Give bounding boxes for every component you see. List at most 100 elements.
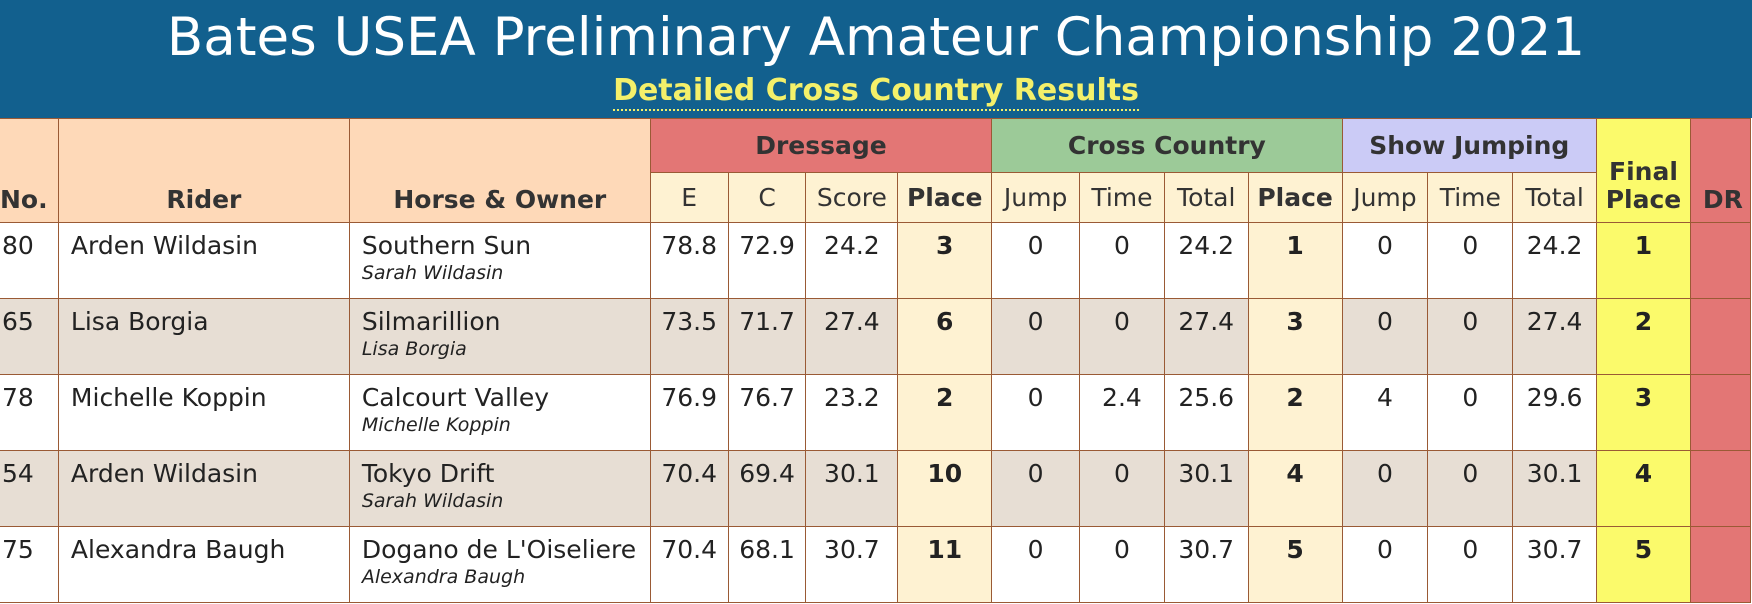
cell-horse-owner: Silmarillion Lisa Borgia — [348, 298, 651, 375]
cell-final-place: 3 — [1596, 374, 1691, 451]
cell-xc-jump: 0 — [991, 222, 1081, 299]
cell-xc-total: 30.1 — [1163, 450, 1249, 527]
cell-sj-jump: 4 — [1341, 374, 1429, 451]
col-header-horse-owner: Horse & Owner — [348, 118, 651, 223]
cell-dr — [1689, 526, 1752, 603]
results-table: No. Rider Horse & Owner Dressage Cross C… — [0, 118, 1752, 603]
cell-sj-jump: 0 — [1341, 450, 1429, 527]
subtitle-link[interactable]: Detailed Cross Country Results — [613, 73, 1139, 111]
col-header-dr: DR — [1689, 118, 1752, 223]
cell-dressage-score: 27.4 — [805, 298, 899, 375]
owner-name: Michelle Koppin — [361, 414, 511, 436]
cell-final-place: 4 — [1596, 450, 1691, 527]
col-header-rider: Rider — [57, 118, 350, 223]
cell-dressage-e: 78.8 — [649, 222, 729, 299]
cell-sj-total: 30.7 — [1512, 526, 1598, 603]
cell-dressage-e: 70.4 — [649, 450, 729, 527]
horse-name: Calcourt Valley — [361, 383, 550, 412]
cell-no: 78 — [0, 374, 59, 451]
cell-dressage-place: 11 — [897, 526, 993, 603]
cell-sj-time: 0 — [1427, 222, 1514, 299]
cell-sj-total: 24.2 — [1512, 222, 1598, 299]
col-header-xc-place: Place — [1247, 172, 1343, 223]
cell-no: 75 — [0, 526, 59, 603]
cell-xc-time: 2.4 — [1079, 374, 1165, 451]
cell-xc-time: 0 — [1079, 298, 1165, 375]
cell-horse-owner: Tokyo Drift Sarah Wildasin — [348, 450, 651, 527]
cell-dressage-c: 71.7 — [727, 298, 807, 375]
page-title: Bates USEA Preliminary Amateur Champions… — [166, 7, 1586, 68]
table-row: 78 Michelle Koppin Calcourt Valley Michel… — [0, 374, 1752, 451]
cell-dressage-place: 3 — [897, 222, 993, 299]
table-row: 65 Lisa Borgia Silmarillion Lisa Borgia 7… — [0, 298, 1752, 375]
cell-no: 80 — [0, 222, 59, 299]
horse-name: Southern Sun — [361, 231, 532, 260]
cell-sj-time: 0 — [1427, 298, 1514, 375]
col-header-dressage-score: Score — [805, 172, 899, 223]
cell-xc-jump: 0 — [991, 526, 1081, 603]
cell-dressage-place: 2 — [897, 374, 993, 451]
page-subtitle[interactable]: Detailed Cross Country Results — [0, 72, 1752, 111]
cell-rider: Lisa Borgia — [57, 298, 350, 375]
cell-dressage-e: 73.5 — [649, 298, 729, 375]
cell-sj-time: 0 — [1427, 526, 1514, 603]
owner-name: Alexandra Baugh — [361, 566, 526, 588]
horse-name: Dogano de L'Oiseliere — [361, 535, 637, 564]
cell-rider: Michelle Koppin — [57, 374, 350, 451]
cell-rider: Arden Wildasin — [57, 222, 350, 299]
cell-final-place: 1 — [1596, 222, 1691, 299]
cell-dressage-score: 30.1 — [805, 450, 899, 527]
cell-sj-jump: 0 — [1341, 222, 1429, 299]
cell-dr — [1689, 450, 1752, 527]
cell-dressage-c: 69.4 — [727, 450, 807, 527]
cell-xc-place: 5 — [1247, 526, 1343, 603]
cell-xc-jump: 0 — [991, 298, 1081, 375]
cell-xc-place: 4 — [1247, 450, 1343, 527]
cell-dr — [1689, 298, 1752, 375]
final-place-label: Final Place — [1605, 157, 1682, 214]
col-header-xc-jump: Jump — [991, 172, 1081, 223]
table-row: 80 Arden Wildasin Southern Sun Sarah Wild… — [0, 222, 1752, 299]
horse-name: Tokyo Drift — [361, 459, 495, 488]
cell-no: 54 — [0, 450, 59, 527]
cell-xc-total: 30.7 — [1163, 526, 1249, 603]
col-header-dressage-place: Place — [897, 172, 993, 223]
col-header-sj-total: Total — [1512, 172, 1598, 223]
cell-dr — [1689, 374, 1752, 451]
col-header-xc-time: Time — [1079, 172, 1165, 223]
cell-dressage-place: 6 — [897, 298, 993, 375]
cell-dr — [1689, 222, 1752, 299]
cell-xc-place: 2 — [1247, 374, 1343, 451]
owner-name: Sarah Wildasin — [361, 262, 504, 284]
cell-horse-owner: Calcourt Valley Michelle Koppin — [348, 374, 651, 451]
cell-xc-jump: 0 — [991, 450, 1081, 527]
cell-xc-time: 0 — [1079, 526, 1165, 603]
cell-rider: Alexandra Baugh — [57, 526, 350, 603]
cell-dressage-place: 10 — [897, 450, 993, 527]
cell-sj-time: 0 — [1427, 450, 1514, 527]
cell-xc-total: 24.2 — [1163, 222, 1249, 299]
cell-dressage-score: 23.2 — [805, 374, 899, 451]
cell-horse-owner: Dogano de L'Oiseliere Alexandra Baugh — [348, 526, 651, 603]
cell-sj-total: 27.4 — [1512, 298, 1598, 375]
col-header-sj-time: Time — [1427, 172, 1514, 223]
col-header-dressage-c: C — [727, 172, 807, 223]
page-header: Bates USEA Preliminary Amateur Champions… — [0, 0, 1752, 118]
owner-name: Lisa Borgia — [361, 338, 467, 360]
cell-dressage-c: 68.1 — [727, 526, 807, 603]
cell-xc-total: 25.6 — [1163, 374, 1249, 451]
table-row: 75 Alexandra Baugh Dogano de L'Oiseliere… — [0, 526, 1752, 603]
table-row: 54 Arden Wildasin Tokyo Drift Sarah Wilda… — [0, 450, 1752, 527]
cell-xc-time: 0 — [1079, 450, 1165, 527]
cell-rider: Arden Wildasin — [57, 450, 350, 527]
cell-no: 65 — [0, 298, 59, 375]
horse-name: Silmarillion — [361, 307, 501, 336]
cell-dressage-score: 24.2 — [805, 222, 899, 299]
cell-xc-time: 0 — [1079, 222, 1165, 299]
cell-xc-place: 1 — [1247, 222, 1343, 299]
cell-dressage-c: 76.7 — [727, 374, 807, 451]
col-header-sj-jump: Jump — [1341, 172, 1429, 223]
cell-final-place: 5 — [1596, 526, 1691, 603]
col-header-final-place: Final Place — [1596, 118, 1691, 223]
cell-dressage-c: 72.9 — [727, 222, 807, 299]
